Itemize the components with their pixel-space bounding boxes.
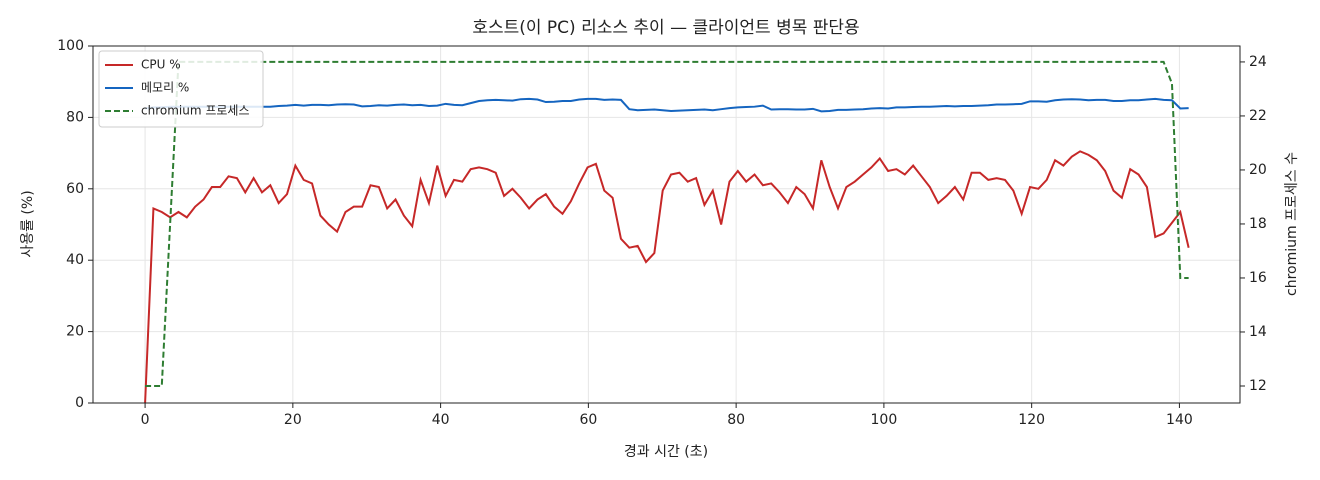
legend-box <box>98 50 264 128</box>
y2-tick-label: 20 <box>1249 162 1267 178</box>
y-tick-label: 0 <box>75 395 84 411</box>
x-tick-label: 60 <box>579 412 597 428</box>
plot-frame <box>92 45 1241 404</box>
y-axis-label: 사용률 (%) <box>20 190 36 257</box>
legend-label: 메모리 % <box>141 81 189 95</box>
y-tick-label: 60 <box>66 181 84 197</box>
series-line <box>144 150 1190 404</box>
x-axis-label: 경과 시간 (초) <box>624 444 708 460</box>
y2-tick-label: 12 <box>1249 378 1267 394</box>
y2-tick-label: 24 <box>1249 54 1267 70</box>
y2-tick-label: 16 <box>1249 270 1267 286</box>
x-tick-label: 120 <box>1018 412 1045 428</box>
series-line <box>144 97 1189 113</box>
x-tick-label: 80 <box>727 412 745 428</box>
y2-tick-label: 14 <box>1249 324 1267 340</box>
x-tick-label: 100 <box>871 412 898 428</box>
chart-title: 호스트(이 PC) 리소스 추이 — 클라이언트 병목 판단용 <box>472 18 859 38</box>
y2-tick-label: 18 <box>1249 216 1267 232</box>
x-tick-label: 140 <box>1166 412 1193 428</box>
y2-tick-label: 22 <box>1249 108 1267 124</box>
legend-label: CPU % <box>141 58 181 72</box>
legend: CPU % 메모리 % chromium 프로세스 <box>98 50 264 128</box>
y-tick-label: 40 <box>66 252 84 268</box>
x-tick-label: 20 <box>284 412 302 428</box>
y-tick-label: 100 <box>57 38 84 54</box>
legend-label: chromium 프로세스 <box>141 104 250 118</box>
x-tick-label: 40 <box>432 412 450 428</box>
y2-axis-label: chromium 프로세스 수 <box>1284 152 1300 296</box>
x-tick-label: 0 <box>141 412 150 428</box>
y-tick-label: 20 <box>66 324 84 340</box>
series-line <box>145 60 1189 387</box>
y-tick-label: 80 <box>66 109 84 125</box>
